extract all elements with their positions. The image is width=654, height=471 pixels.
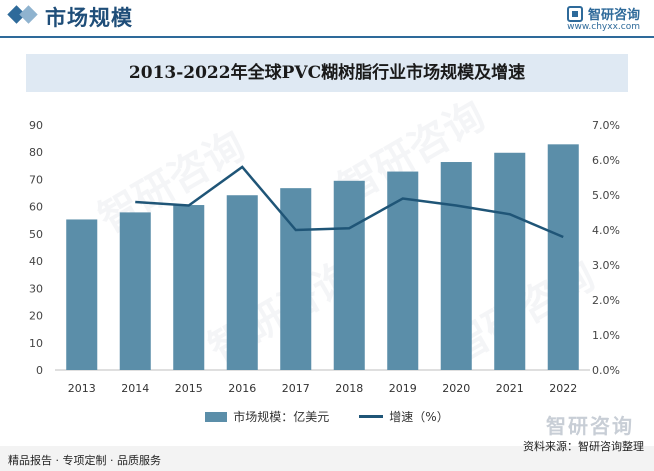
growth-line: [135, 165, 564, 239]
brand-url[interactable]: www.chyxx.com: [567, 22, 640, 32]
bar: [440, 162, 472, 370]
x-tick-label: 2016: [228, 382, 256, 395]
section-title: 市场规模: [45, 6, 133, 30]
chart-title-box: 2013-2022年全球PVC糊树脂行业市场规模及增速: [26, 54, 628, 92]
y-left-tick-label: 70: [29, 173, 43, 186]
y-right-tick-label: 0.0%: [592, 364, 620, 377]
y-left-tick-label: 40: [29, 255, 43, 268]
x-tick-label: 2013: [68, 382, 96, 395]
legend-bar-label: 市场规模：亿美元: [233, 410, 330, 424]
bar: [119, 212, 151, 370]
y-right-tick-label: 7.0%: [592, 119, 620, 132]
bar: [547, 144, 579, 370]
legend: 市场规模：亿美元 增速（%）: [0, 408, 654, 425]
brand-logo-icon: [566, 5, 583, 22]
y-right-tick-label: 3.0%: [592, 259, 620, 272]
y-left-tick-label: 60: [29, 201, 43, 214]
y-right-tick-label: 5.0%: [592, 189, 620, 202]
y-left-tick-label: 0: [36, 364, 43, 377]
legend-line-label: 增速（%）: [389, 410, 449, 424]
bar: [226, 195, 258, 370]
footer-source: 资料来源：智研咨询整理: [523, 440, 644, 453]
y-left-tick-label: 80: [29, 146, 43, 159]
legend-item-line: 增速（%）: [359, 408, 449, 425]
chart-title: 2013-2022年全球PVC糊树脂行业市场规模及增速: [128, 63, 526, 83]
footer-brand-watermark: 智研咨询: [546, 414, 634, 438]
x-tick-label: 2019: [389, 382, 417, 395]
x-tick-label: 2014: [121, 382, 149, 395]
y-right-tick-label: 1.0%: [592, 329, 620, 342]
legend-line-swatch: [359, 415, 384, 418]
y-right-tick-label: 6.0%: [592, 154, 620, 167]
legend-item-bar: 市场规模：亿美元: [205, 408, 329, 425]
y-left-tick-label: 10: [29, 337, 43, 350]
bar: [387, 171, 419, 370]
y-left-tick-label: 30: [29, 282, 43, 295]
bar: [66, 219, 98, 370]
x-tick-label: 2021: [496, 382, 524, 395]
y-left-tick-label: 20: [29, 310, 43, 323]
bar: [494, 152, 526, 370]
y-right-tick-label: 4.0%: [592, 224, 620, 237]
x-tick-label: 2017: [282, 382, 310, 395]
bar: [333, 180, 365, 370]
y-left-tick-label: 90: [29, 119, 43, 132]
x-tick-label: 2020: [442, 382, 470, 395]
x-tick-label: 2022: [549, 382, 577, 395]
y-left-tick-label: 50: [29, 228, 43, 241]
header: 市场规模 智研咨询 www.chyxx.com: [0, 0, 654, 40]
x-tick-label: 2015: [175, 382, 203, 395]
x-tick-label: 2018: [335, 382, 363, 395]
brand-name: 智研咨询: [587, 8, 640, 23]
bar: [173, 205, 205, 370]
footer: 精品报告 · 专项定制 · 品质服务 资料来源：智研咨询整理: [0, 440, 654, 471]
brand: 智研咨询: [566, 4, 640, 23]
y-right-tick-label: 2.0%: [592, 294, 620, 307]
header-divider: [0, 36, 654, 38]
legend-bar-swatch: [205, 411, 228, 422]
footer-slogan: 精品报告 · 专项定制 · 品质服务: [8, 454, 161, 467]
